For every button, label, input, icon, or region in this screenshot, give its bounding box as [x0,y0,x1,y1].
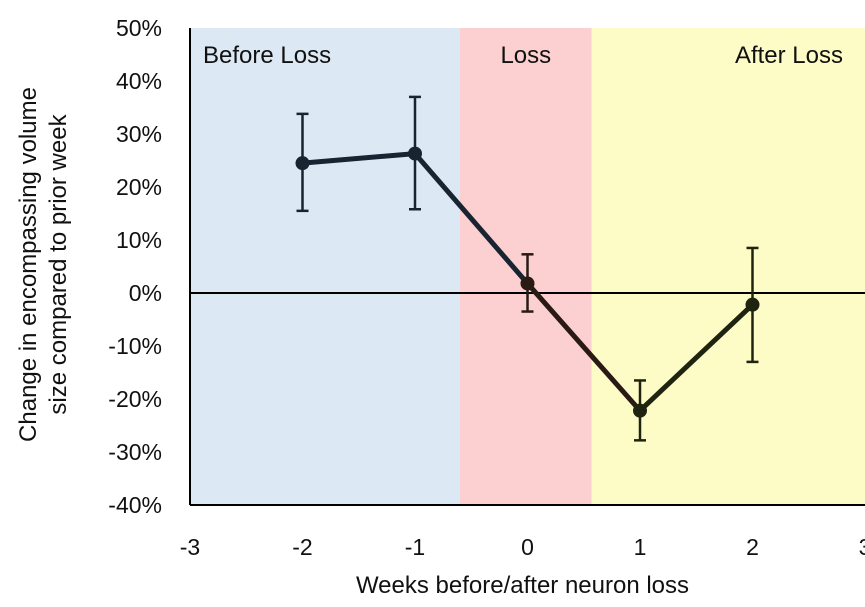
y-tick-label: 40% [116,68,162,94]
region-label: After Loss [735,42,843,69]
chart-labels: Before Loss Loss After Loss-40%-30%-20%-10… [15,15,865,599]
data-series [295,95,760,442]
x-tick-label: -2 [292,534,312,560]
region-label: Loss [500,42,551,69]
y-tick-label: -10% [108,333,162,359]
data-point [520,276,535,291]
region-band-2 [591,28,865,505]
y-tick-label: 0% [129,280,162,306]
region-band-1 [460,28,592,505]
x-tick-label: 0 [521,534,534,560]
x-axis-title: Weeks before/after neuron loss [356,572,689,599]
series-line-segment [637,302,755,414]
data-point [633,403,647,418]
x-tick-label: -3 [180,534,200,560]
y-axis-title: Change in encompassing volume [15,87,42,442]
y-tick-label: 20% [116,174,162,200]
data-point [745,297,760,312]
x-tick-label: 3 [859,534,865,560]
x-tick-label: -1 [405,534,425,560]
region-label: Before Loss [203,42,331,69]
y-tick-label: -30% [108,439,162,465]
data-point [408,146,422,161]
y-tick-label: -40% [108,492,162,518]
region-band-0 [190,28,460,505]
series-line-segment [300,151,418,166]
y-tick-label: 50% [116,15,162,41]
series-line-segment [412,151,530,286]
data-point [295,156,310,171]
x-tick-label: 1 [634,534,647,560]
y-axis-title: size compared to prior week [45,113,72,414]
y-tick-label: 10% [116,227,162,253]
series-line-segment [525,280,643,414]
y-tick-label: 30% [116,121,162,147]
y-tick-label: -20% [108,386,162,412]
x-tick-label: 2 [746,534,759,560]
